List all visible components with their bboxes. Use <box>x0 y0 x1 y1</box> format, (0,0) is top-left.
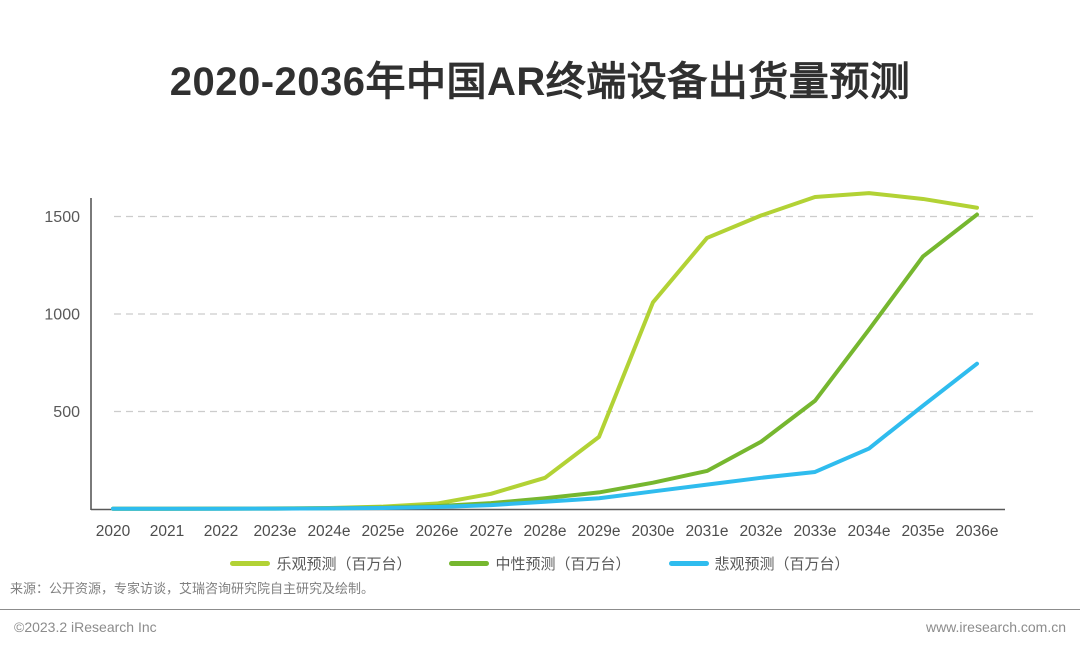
x-tick-label: 2036e <box>955 523 998 540</box>
footer-website: www.iresearch.com.cn <box>925 619 1066 635</box>
x-tick-label: 2032e <box>739 523 782 540</box>
x-tick-label: 2022 <box>204 523 238 540</box>
x-tick-label: 2020 <box>96 523 131 540</box>
series-line-0 <box>111 191 979 511</box>
x-tick-label: 2024e <box>307 523 350 540</box>
y-tick-label: 1500 <box>44 209 80 226</box>
legend-swatch-icon <box>449 561 490 566</box>
legend-swatch-icon <box>668 561 709 566</box>
x-tick-label: 2023e <box>253 523 296 540</box>
footer-divider <box>0 609 1080 610</box>
source-note: 来源：公开资源，专家访谈，艾瑞咨询研究院自主研究及绘制。 <box>10 581 375 596</box>
footer-copyright: ©2023.2 iResearch Inc <box>14 619 157 635</box>
series-line-1 <box>111 212 979 511</box>
x-tick-label: 2027e <box>469 523 512 540</box>
legend-item-2: 悲观预测（百万台） <box>668 553 850 574</box>
legend-label: 悲观预测（百万台） <box>714 556 850 573</box>
x-tick-label: 2030e <box>631 523 674 540</box>
legend-label: 中性预测（百万台） <box>495 556 631 573</box>
page-footer: ©2023.2 iResearch Inc www.iresearch.com.… <box>0 619 1080 635</box>
x-tick-label: 2028e <box>523 523 566 540</box>
series-line-2 <box>111 361 979 511</box>
chart-legend: 乐观预测（百万台） 中性预测（百万台） 悲观预测（百万台） <box>0 553 1080 574</box>
x-tick-label: 2025e <box>361 523 404 540</box>
legend-item-0: 乐观预测（百万台） <box>230 553 411 574</box>
legend-label: 乐观预测（百万台） <box>276 556 412 573</box>
x-tick-label: 2026e <box>415 523 458 540</box>
x-tick-label: 2033e <box>793 523 836 540</box>
y-tick-label: 500 <box>53 404 80 421</box>
legend-swatch-icon <box>230 561 271 566</box>
x-tick-label: 2031e <box>685 523 728 540</box>
legend-item-1: 中性预测（百万台） <box>449 553 631 574</box>
x-tick-label: 2021 <box>150 523 184 540</box>
x-tick-label: 2029e <box>577 523 620 540</box>
y-tick-label: 1000 <box>44 307 80 324</box>
x-tick-label: 2035e <box>901 523 944 540</box>
x-tick-label: 2034e <box>847 523 890 540</box>
chart-title: 2020-2036年中国AR终端设备出货量预测 <box>169 60 911 104</box>
